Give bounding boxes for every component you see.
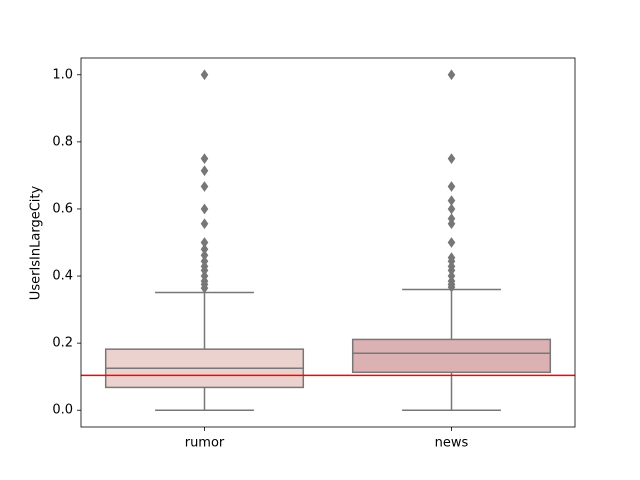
y-tick-label: 0.0	[52, 403, 73, 418]
outlier	[200, 181, 209, 192]
outlier	[200, 282, 209, 294]
x-tick-label: news	[435, 436, 469, 451]
outlier	[447, 237, 456, 248]
y-tick-label: 0.8	[52, 134, 73, 149]
outlier	[200, 69, 209, 81]
y-tick-label: 0.4	[52, 269, 73, 284]
outlier	[200, 218, 209, 230]
y-tick-label: 0.6	[52, 201, 73, 216]
y-tick-label: 1.0	[52, 67, 73, 82]
y-tick-label: 0.2	[52, 336, 73, 351]
outlier	[447, 281, 456, 293]
outlier	[447, 203, 456, 215]
plot-frame	[80, 57, 576, 428]
outlier	[200, 165, 209, 177]
outlier	[447, 69, 456, 81]
outlier	[447, 218, 456, 230]
outlier	[200, 153, 209, 164]
outlier	[200, 203, 209, 215]
outlier	[447, 153, 456, 164]
outlier	[447, 181, 456, 192]
x-tick-label: rumor	[185, 436, 225, 451]
y-axis-label: UserIsInLargeCity	[29, 186, 44, 301]
box	[351, 338, 552, 374]
